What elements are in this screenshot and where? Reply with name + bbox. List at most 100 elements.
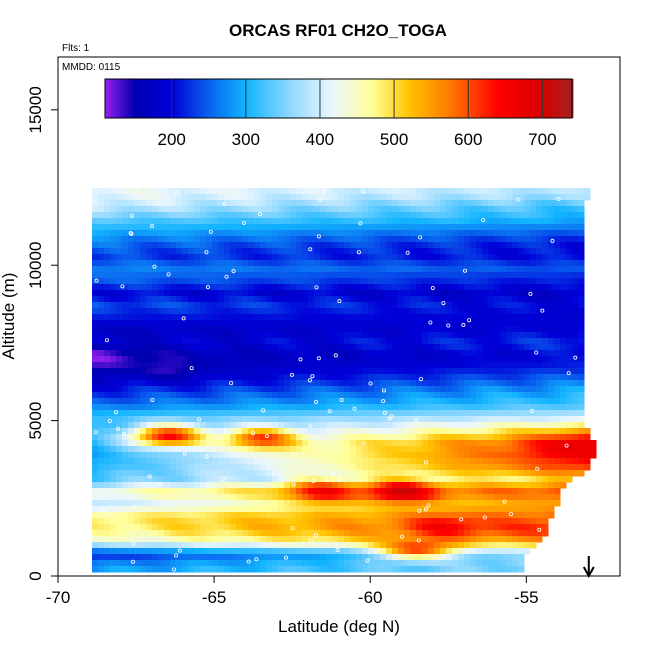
heatmap-cell: [440, 224, 447, 231]
heatmap-cell: [164, 464, 171, 471]
heatmap-cell: [188, 392, 195, 399]
heatmap-cell: [470, 470, 477, 477]
heatmap-cell: [110, 332, 117, 339]
heatmap-cell: [248, 404, 255, 411]
heatmap-cell: [422, 350, 429, 357]
heatmap-cell: [326, 398, 333, 405]
heatmap-cell: [524, 386, 531, 393]
heatmap-cell: [194, 230, 201, 237]
heatmap-cell: [482, 224, 489, 231]
heatmap-cell: [398, 272, 405, 279]
heatmap-cell: [122, 530, 129, 537]
heatmap-cell: [242, 386, 249, 393]
heatmap-cell: [524, 446, 531, 453]
heatmap-cell: [266, 554, 273, 561]
heatmap-cell: [458, 416, 465, 423]
heatmap-cell: [260, 326, 267, 333]
heatmap-cell: [464, 440, 471, 447]
heatmap-cell: [338, 242, 345, 249]
heatmap-cell: [416, 326, 423, 333]
heatmap-cell: [116, 398, 123, 405]
heatmap-cell: [452, 518, 459, 525]
heatmap-cell: [236, 308, 243, 315]
heatmap-cell: [224, 548, 231, 555]
heatmap-cell: [416, 320, 423, 327]
heatmap-cell: [452, 296, 459, 303]
heatmap-cell: [224, 236, 231, 243]
heatmap-cell: [560, 410, 567, 417]
heatmap-cell: [344, 458, 351, 465]
heatmap-cell: [104, 350, 111, 357]
heatmap-cell: [326, 272, 333, 279]
heatmap-cell: [440, 206, 447, 213]
heatmap-cell: [524, 500, 531, 507]
heatmap-cell: [338, 206, 345, 213]
heatmap-cell: [386, 302, 393, 309]
heatmap-cell: [332, 326, 339, 333]
heatmap-cell: [140, 230, 147, 237]
heatmap-cell: [176, 200, 183, 207]
heatmap-cell: [170, 452, 177, 459]
heatmap-cell: [308, 476, 315, 483]
heatmap-cell: [422, 194, 429, 201]
heatmap-cell: [464, 530, 471, 537]
heatmap-cell: [182, 236, 189, 243]
heatmap-cell: [512, 314, 519, 321]
heatmap-cell: [290, 302, 297, 309]
heatmap-cell: [188, 272, 195, 279]
heatmap-cell: [488, 326, 495, 333]
heatmap-cell: [116, 434, 123, 441]
heatmap-cell: [152, 368, 159, 375]
heatmap-cell: [134, 434, 141, 441]
heatmap-cell: [374, 518, 381, 525]
heatmap-cell: [314, 500, 321, 507]
heatmap-cell: [404, 518, 411, 525]
heatmap-cell: [332, 548, 339, 555]
heatmap-cell: [296, 458, 303, 465]
heatmap-cell: [404, 332, 411, 339]
heatmap-cell: [320, 308, 327, 315]
heatmap-cell: [446, 512, 453, 519]
heatmap-cell: [308, 212, 315, 219]
heatmap-cell: [248, 530, 255, 537]
heatmap-cell: [206, 392, 213, 399]
heatmap-cell: [140, 284, 147, 291]
heatmap-cell: [380, 398, 387, 405]
heatmap-cell: [518, 248, 525, 255]
heatmap-cell: [548, 212, 555, 219]
heatmap-cell: [428, 398, 435, 405]
heatmap-cell: [302, 302, 309, 309]
heatmap-cell: [374, 380, 381, 387]
heatmap-cell: [314, 302, 321, 309]
heatmap-cell: [158, 356, 165, 363]
heatmap-cell: [302, 236, 309, 243]
heatmap-cell: [488, 422, 495, 429]
heatmap-cell: [248, 254, 255, 261]
heatmap-cell: [530, 302, 537, 309]
heatmap-cell: [206, 470, 213, 477]
heatmap-cell: [146, 464, 153, 471]
heatmap-cell: [362, 554, 369, 561]
heatmap-cell: [488, 548, 495, 555]
heatmap-cell: [482, 392, 489, 399]
heatmap-cell: [542, 440, 549, 447]
heatmap-cell: [578, 254, 585, 261]
heatmap-cell: [152, 260, 159, 267]
heatmap-cell: [392, 356, 399, 363]
heatmap-cell: [356, 368, 363, 375]
heatmap-cell: [236, 542, 243, 549]
heatmap-cell: [434, 266, 441, 273]
heatmap-cell: [332, 368, 339, 375]
heatmap-cell: [554, 284, 561, 291]
heatmap-cell: [368, 260, 375, 267]
heatmap-cell: [512, 362, 519, 369]
heatmap-cell: [332, 374, 339, 381]
heatmap-cell: [200, 548, 207, 555]
heatmap-cell: [200, 524, 207, 531]
heatmap-cell: [134, 362, 141, 369]
heatmap-cell: [104, 320, 111, 327]
heatmap-cell: [350, 296, 357, 303]
heatmap-cell: [578, 452, 585, 459]
heatmap-cell: [218, 386, 225, 393]
heatmap-cell: [188, 284, 195, 291]
